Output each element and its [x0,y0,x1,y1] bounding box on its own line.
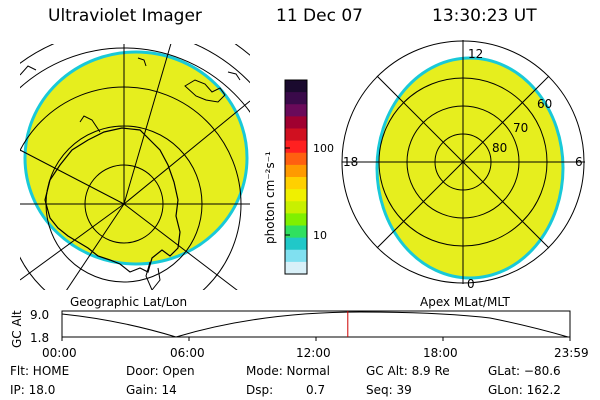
mag-panel-label: Apex MLat/MLT [420,295,510,309]
colorbar-cell [285,177,307,190]
alt-tick-9: 9.0 [30,308,50,322]
altitude-plot [61,310,571,341]
magnetic-map [341,40,585,284]
colorbar-cell [285,104,307,117]
mlat-label-70: 70 [513,121,529,135]
colorbar-cell [285,128,307,142]
colorbar-cell [285,201,307,214]
alt-tick-1-8: 1.8 [30,331,50,345]
mlt-label-0: 0 [467,277,475,291]
colorbar [284,79,308,275]
mlt-label-12: 12 [468,47,484,61]
status-flt: Flt: HOME [10,364,70,378]
title: Ultraviolet Imager [48,6,202,26]
colorbar-cell [285,152,307,166]
colorbar-cell [285,140,307,154]
colorbar-cell [285,261,307,275]
status-dsp-label: Dsp: [246,383,274,397]
colorbar-tick-100: 100 [313,142,334,155]
mlt-label-6: 6 [575,155,583,169]
status-ip: IP: 18.0 [10,383,56,397]
time-tick-1200: 12:00 [296,346,331,360]
time-tick-1800: 18:00 [423,346,458,360]
colorbar-cell [285,164,307,178]
colorbar-cell [285,249,307,263]
colorbar-cell [285,92,307,105]
status-seq: Seq: 39 [366,383,412,397]
colorbar-unit-label: photon cm⁻²s⁻¹ [263,151,277,244]
altitude-curve [61,311,569,338]
coastline [44,127,181,273]
status-gc-alt: GC Alt: 8.9 Re [366,364,450,378]
colorbar-cell [285,213,307,227]
mlat-label-60: 60 [537,97,553,111]
aurora-geo [23,50,249,266]
colorbar-tick-10: 10 [313,229,327,242]
mlt-label-18: 18 [343,155,359,169]
time: 13:30:23 UT [432,6,537,26]
colorbar-cell [285,225,307,239]
colorbar-cell [285,189,307,202]
aurora-mag [375,56,565,280]
colorbar-cell [285,116,307,130]
time-tick-0600: 06:00 [170,346,205,360]
date: 11 Dec 07 [276,6,363,26]
mlat-label-80: 80 [492,141,508,155]
status-mode: Mode: Normal [246,364,330,378]
status-dsp-value: 0.7 [306,383,326,397]
time-tick-0000: 00:00 [42,346,77,360]
alt-axis-label: GC Alt [10,310,24,348]
status-glat: GLat: −80.6 [488,364,561,378]
colorbar-cell [285,80,307,93]
status-gain: Gain: 14 [126,383,177,397]
status-door: Door: Open [126,364,195,378]
geo-panel-label: Geographic Lat/Lon [70,295,188,309]
geographic-map [20,44,250,290]
time-tick-2359: 23:59 [554,346,589,360]
status-glon: GLon: 162.2 [488,383,561,397]
colorbar-cell [285,237,307,251]
